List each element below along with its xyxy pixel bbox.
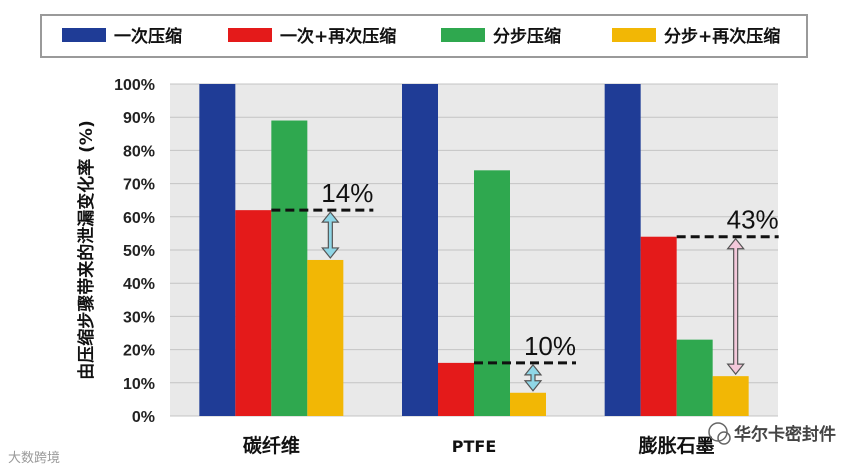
bar xyxy=(271,120,308,417)
x-tick-label: 膨胀石墨 xyxy=(638,434,715,457)
legend-label: 一次压缩 xyxy=(114,26,182,47)
legend: 一次压缩 一次+再次压缩 分步压缩 分步+再次压缩 xyxy=(40,14,808,58)
difference-label: 14% xyxy=(321,178,373,208)
y-tick-label: 30% xyxy=(123,309,155,326)
watermark-right-text: 华尔卡密封件 xyxy=(734,424,836,445)
difference-label: 43% xyxy=(727,205,779,235)
chat-icon-inner xyxy=(717,431,731,445)
difference-arrow xyxy=(523,363,543,392)
y-tick-label: 20% xyxy=(123,343,155,360)
difference-arrow xyxy=(321,211,340,259)
difference-label: 10% xyxy=(524,331,576,361)
y-tick-label: 100% xyxy=(114,77,155,94)
bar xyxy=(402,84,438,416)
legend-swatch xyxy=(228,28,272,42)
y-tick-label: 90% xyxy=(123,110,155,127)
annotations: 14% 10% 43% xyxy=(271,178,779,392)
bar xyxy=(235,210,272,416)
y-tick-label: 10% xyxy=(123,376,155,393)
y-tick-label: 70% xyxy=(123,177,155,194)
bar xyxy=(640,236,677,416)
bar xyxy=(712,376,749,416)
bar xyxy=(307,259,344,416)
bar xyxy=(199,84,236,416)
watermark-left: 大数跨境 xyxy=(8,451,60,466)
y-tick-label: 80% xyxy=(123,143,155,160)
bars xyxy=(199,84,749,417)
legend-swatch xyxy=(62,28,106,42)
legend-label: 一次+再次压缩 xyxy=(280,26,396,47)
legend-swatch xyxy=(441,28,485,42)
bar xyxy=(604,84,641,416)
y-tick-label: 60% xyxy=(123,210,155,227)
y-tick-label: 0% xyxy=(132,409,155,426)
bar xyxy=(438,362,474,416)
watermark-right: 华尔卡密封件 xyxy=(708,422,836,445)
x-axis-labels: 碳纤维 PTFE 膨胀石墨 xyxy=(243,434,715,457)
legend-label: 分步+再次压缩 xyxy=(664,26,780,47)
bar xyxy=(676,339,713,416)
y-axis-ticks: 0% 10% 20% 30% 40% 50% 60% 70% 80% 90% 100% xyxy=(114,77,155,426)
bar xyxy=(474,170,510,416)
y-axis-label: 由压缩步骤带来的泄漏变化率 (%) xyxy=(76,120,97,380)
watermark-left-text: 大数跨境 xyxy=(8,451,60,466)
x-tick-label: 碳纤维 xyxy=(243,434,300,457)
y-tick-label: 50% xyxy=(123,243,155,260)
bar xyxy=(510,392,546,416)
legend-box xyxy=(40,14,808,58)
difference-arrow xyxy=(726,237,745,376)
y-tick-label: 40% xyxy=(123,276,155,293)
legend-swatch xyxy=(612,28,656,42)
x-tick-label: PTFE xyxy=(452,437,497,456)
legend-label: 分步压缩 xyxy=(493,26,561,47)
